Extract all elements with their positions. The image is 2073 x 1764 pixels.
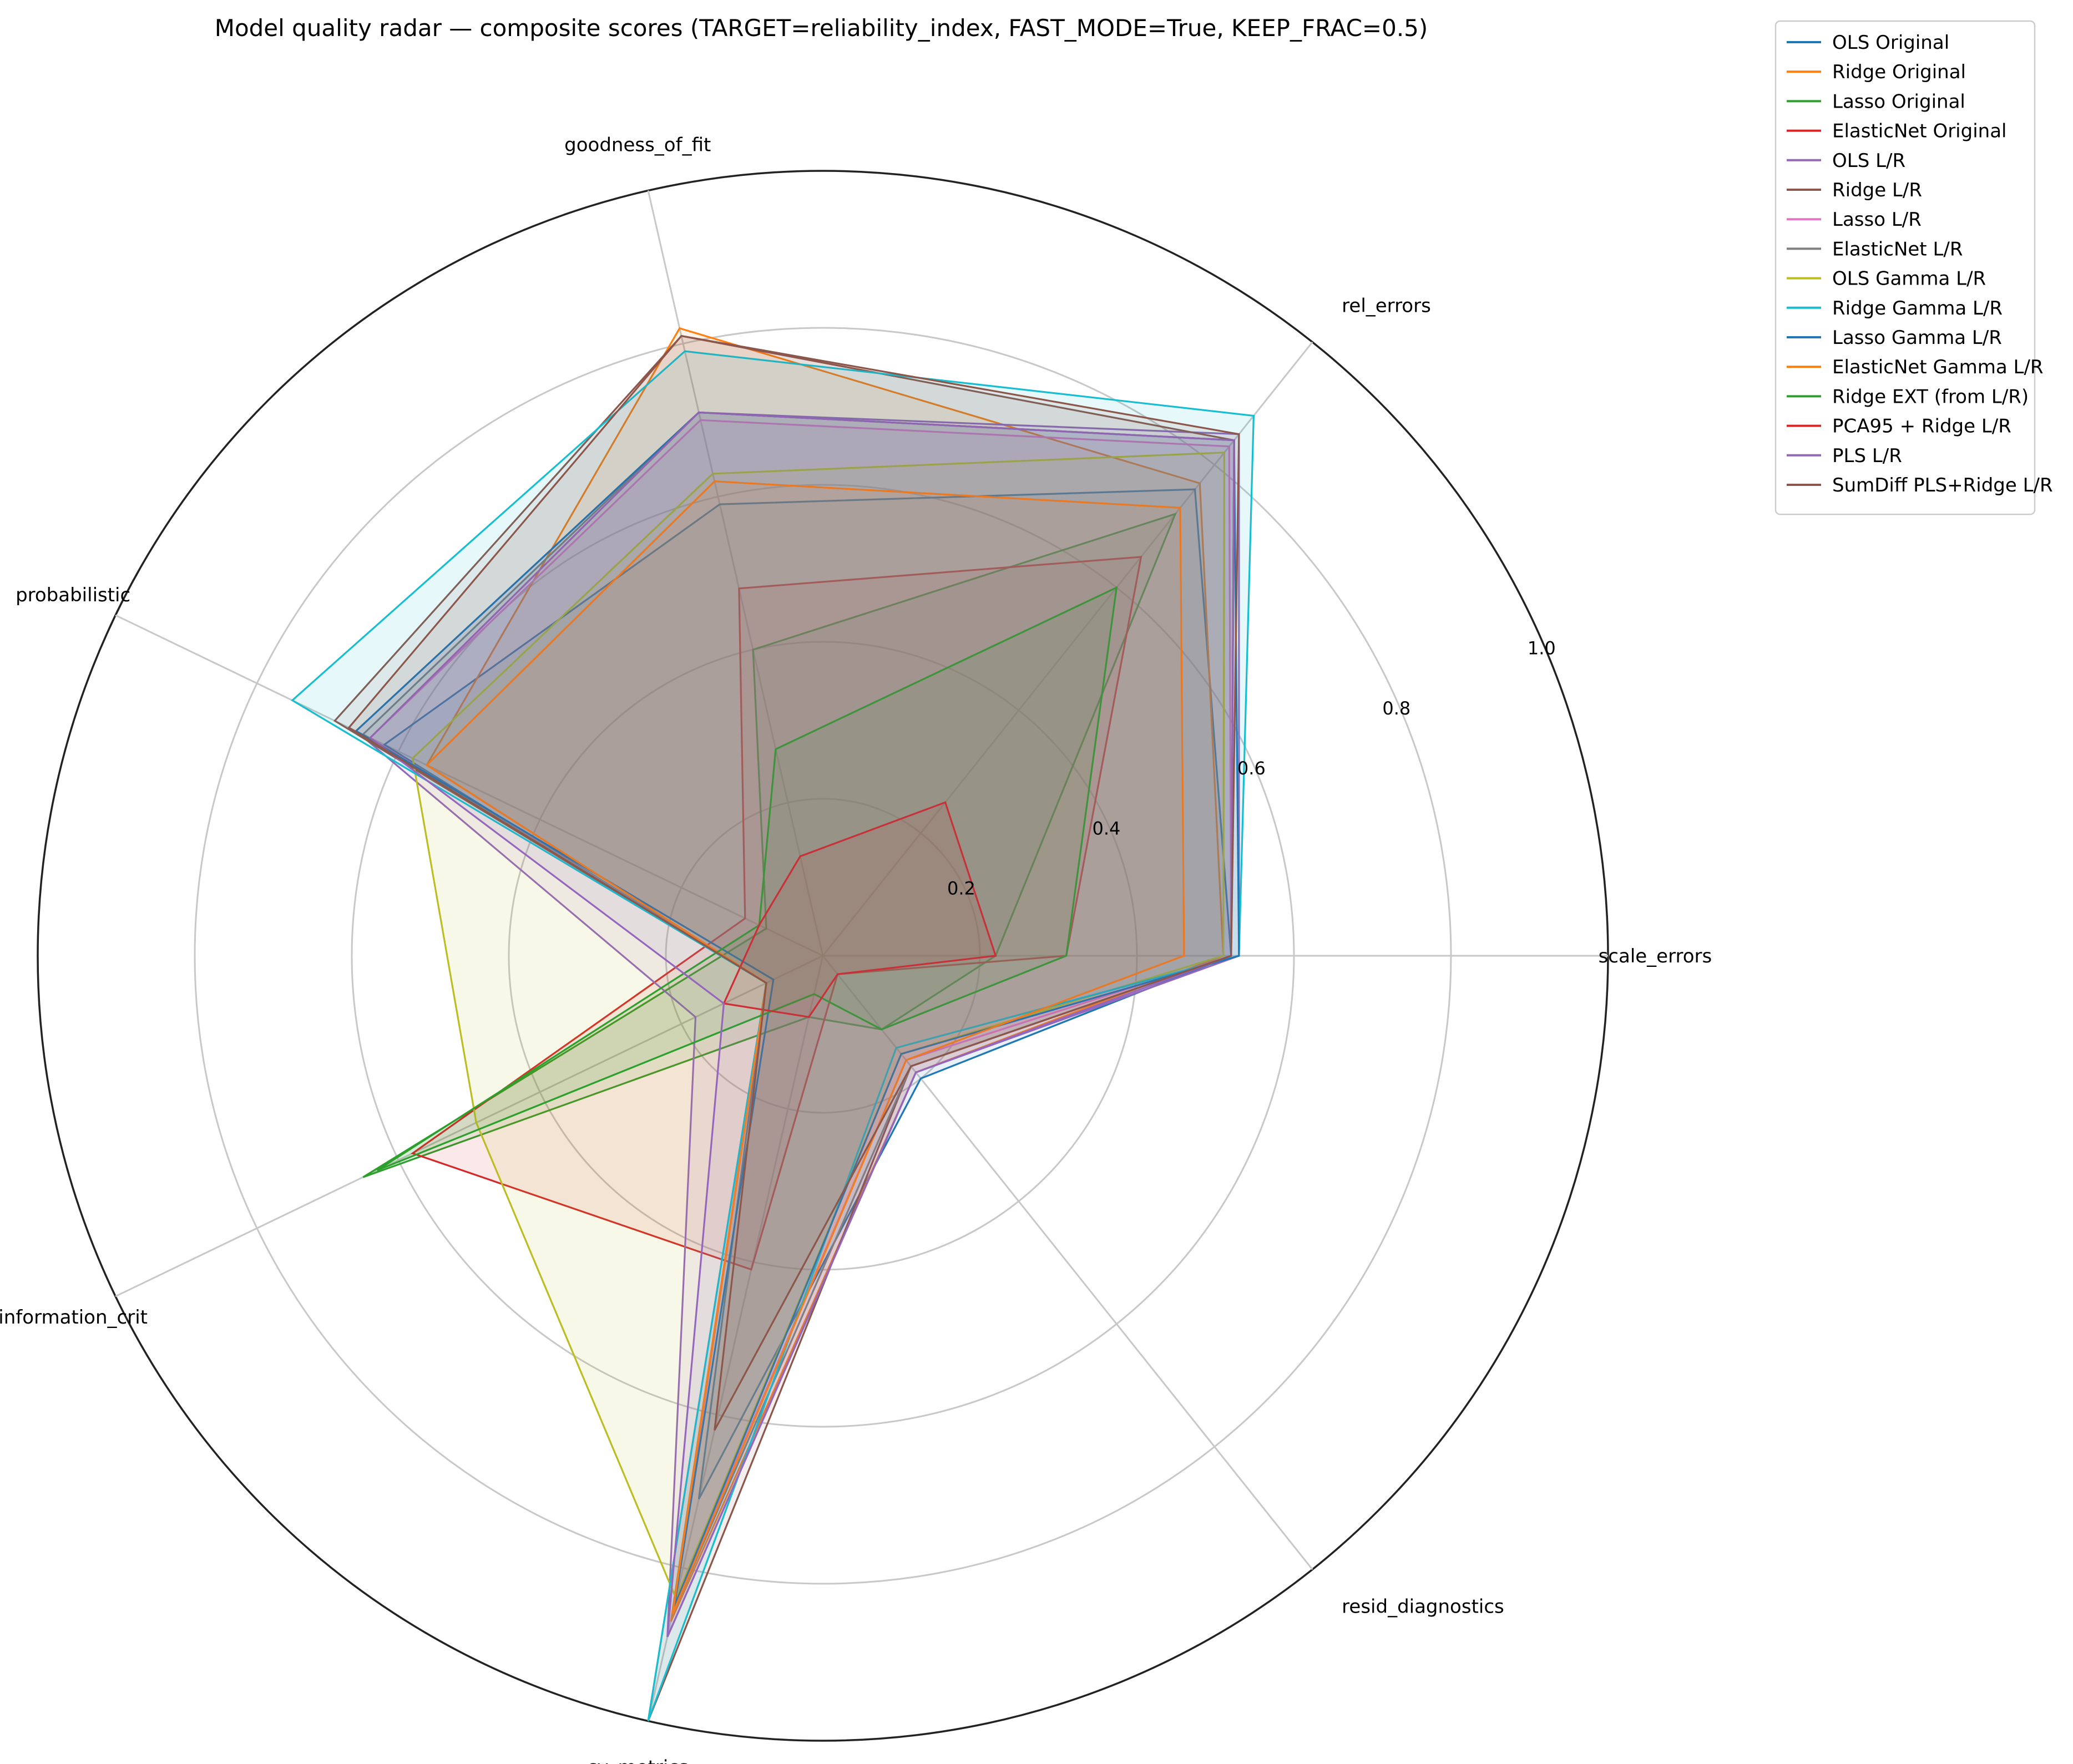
series-polygon bbox=[362, 512, 1177, 1178]
axis-label: resid_diagnostics bbox=[1342, 1596, 1504, 1618]
legend-label: OLS L/R bbox=[1832, 150, 1905, 172]
grid-spoke bbox=[115, 614, 823, 957]
series-polygon bbox=[376, 586, 1118, 1172]
series-polygon bbox=[722, 801, 997, 1018]
series-polygon bbox=[411, 556, 1142, 1271]
legend-label: Ridge EXT (from L/R) bbox=[1832, 386, 2029, 408]
axis-label: goodness_of_fit bbox=[564, 134, 711, 156]
radial-tick-label: 0.2 bbox=[947, 878, 975, 899]
legend-label: PLS L/R bbox=[1832, 445, 1902, 467]
legend-label: PCA95 + Ridge L/R bbox=[1832, 415, 2011, 438]
legend-label: OLS Gamma L/R bbox=[1832, 268, 1986, 290]
series-polygon bbox=[291, 350, 1255, 1722]
legend-box bbox=[1774, 20, 2036, 515]
radial-tick-label: 1.0 bbox=[1528, 638, 1556, 659]
legend-label: Ridge L/R bbox=[1832, 179, 1922, 201]
legend-label: Ridge Gamma L/R bbox=[1832, 297, 2003, 320]
legend-label: ElasticNet L/R bbox=[1832, 238, 1963, 260]
grid-spoke bbox=[115, 955, 823, 1297]
chart-title: Model quality radar — composite scores (… bbox=[215, 14, 1428, 42]
axis-label: cv_metrics bbox=[587, 1756, 689, 1764]
legend-label: Ridge Original bbox=[1832, 61, 1966, 83]
axis-label: probabilistic bbox=[16, 584, 130, 606]
radial-tick-label: 0.8 bbox=[1382, 698, 1410, 719]
series-polygon bbox=[425, 480, 1185, 1615]
legend-label: Lasso L/R bbox=[1832, 209, 1922, 231]
axis-label: scale_errors bbox=[1599, 945, 1712, 967]
legend-label: Lasso Gamma L/R bbox=[1832, 327, 2002, 349]
series-polygon bbox=[347, 334, 1240, 1431]
axis-label: information_crit bbox=[0, 1306, 148, 1329]
legend-label: ElasticNet Gamma L/R bbox=[1832, 356, 2044, 378]
grid-spoke bbox=[822, 955, 1313, 1570]
axis-labels: 0.2 0.4 0.6 0.8 1.0 scale_errors rel_errors goo… bbox=[0, 134, 1712, 1764]
series-polygon bbox=[368, 411, 1235, 1638]
axis-label: rel_errors bbox=[1342, 295, 1431, 317]
legend: OLS Original Ridge Original Lasso Original… bbox=[1774, 20, 2053, 515]
grid-spoke bbox=[647, 190, 824, 956]
radial-tick-label: 0.6 bbox=[1237, 758, 1266, 779]
series-layer bbox=[291, 327, 1255, 1722]
grid-spoke bbox=[822, 341, 1313, 956]
legend-label: OLS Original bbox=[1832, 32, 1949, 54]
radial-tick-label: 0.4 bbox=[1092, 818, 1120, 839]
legend-label: SumDiff PLS+Ridge L/R bbox=[1832, 474, 2053, 496]
legend-label: Lasso Original bbox=[1832, 90, 1965, 113]
legend-label: ElasticNet Original bbox=[1832, 120, 2006, 143]
